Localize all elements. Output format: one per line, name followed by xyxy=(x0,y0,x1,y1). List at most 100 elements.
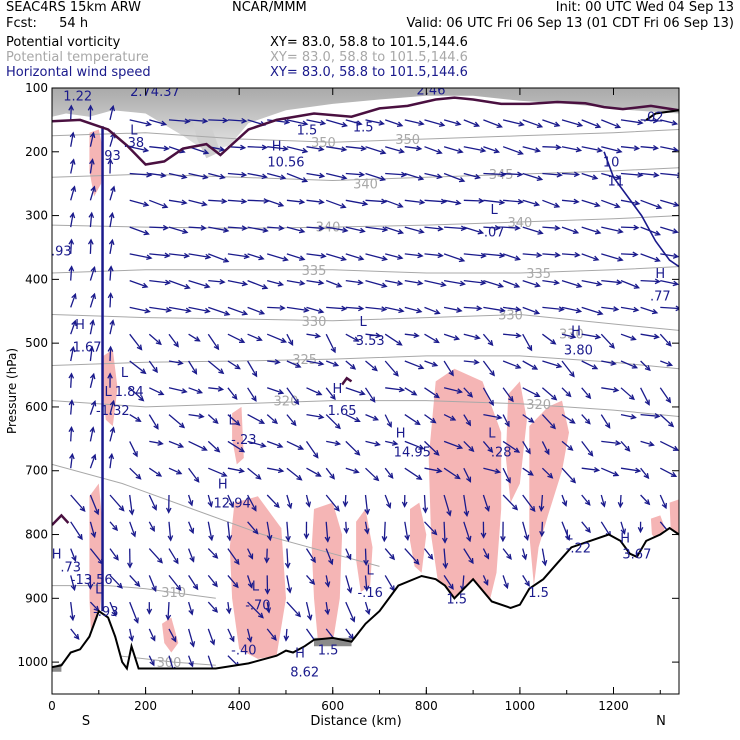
wind-vector-shaft xyxy=(385,146,404,153)
wind-vector xyxy=(188,253,212,260)
wind-vector xyxy=(149,306,173,313)
wind-vector xyxy=(283,628,290,642)
wind-vector-shaft xyxy=(325,333,336,353)
wind-vector-head xyxy=(318,360,325,367)
wind-vector xyxy=(148,467,163,477)
wind-vector-shaft xyxy=(620,199,640,205)
wind-vector xyxy=(502,119,525,127)
wind-vector-shaft xyxy=(541,414,556,429)
wind-vector xyxy=(188,225,207,231)
wind-vector xyxy=(522,521,530,541)
wind-vector-head xyxy=(441,537,448,544)
wind-vector xyxy=(168,414,186,429)
theta-contour-label: 310 xyxy=(161,586,186,601)
wind-vector xyxy=(286,601,302,618)
wind-vector-head xyxy=(631,363,639,369)
wind-vector-shaft xyxy=(306,199,324,203)
wind-vector-head xyxy=(564,534,571,542)
wind-vector-shaft xyxy=(227,521,231,541)
wind-vector-shaft xyxy=(384,333,402,346)
wind-vector-head xyxy=(109,104,116,112)
wind-vector-head xyxy=(633,224,640,231)
wind-vector-head xyxy=(496,414,503,420)
wind-vector-head xyxy=(671,120,679,126)
wind-vector xyxy=(207,333,220,351)
wind-vector xyxy=(542,171,563,178)
field-name-wind: Horizontal wind speed xyxy=(6,65,151,80)
wind-vector xyxy=(463,467,472,483)
wind-vector-head xyxy=(113,554,119,561)
wind-vector-head xyxy=(68,104,74,111)
wind-vector-head xyxy=(318,172,326,179)
wind-vector-head xyxy=(312,452,319,459)
wind-vector-shaft xyxy=(404,333,419,337)
wind-vector-head xyxy=(188,609,194,616)
wind-vector xyxy=(659,387,672,404)
wind-vector-shaft xyxy=(247,494,257,511)
wind-vector-shaft xyxy=(364,387,376,403)
wind-vector-head xyxy=(171,636,177,643)
wind-vector-shaft xyxy=(109,239,114,255)
wind-vector xyxy=(384,226,405,235)
wind-vector-shaft xyxy=(326,253,346,261)
wind-vector-head xyxy=(389,554,396,561)
wind-vector-shaft xyxy=(129,414,141,422)
wind-vector-shaft xyxy=(129,146,148,152)
wind-vector-head xyxy=(144,307,151,314)
theta-contour xyxy=(52,266,679,274)
wind-vector-head xyxy=(537,229,544,235)
wind-vector xyxy=(148,628,156,642)
wind-vector-shaft xyxy=(541,441,550,455)
wind-vector-head xyxy=(594,229,602,235)
wind-vector xyxy=(463,226,485,235)
wind-vector-head xyxy=(369,396,376,403)
wind-vector-head xyxy=(231,393,238,401)
wind-vector-shaft xyxy=(89,267,96,281)
wind-vector xyxy=(207,414,219,424)
wind-vector xyxy=(601,360,617,366)
wind-vector-head xyxy=(261,144,268,151)
wind-vector-head xyxy=(142,146,150,153)
wind-vector-head xyxy=(340,255,347,262)
wind-vector-shaft xyxy=(89,320,94,335)
wind-vector-shaft xyxy=(365,119,384,125)
wind-vector-head xyxy=(133,617,139,624)
wind-vector-shaft xyxy=(483,119,502,128)
wind-vector-shaft xyxy=(424,119,445,127)
wind-vector xyxy=(70,521,83,541)
wind-vector-shaft xyxy=(660,172,679,176)
extremum-label: 1.22 xyxy=(63,90,92,105)
extremum-label: .07 xyxy=(484,226,505,241)
pv-shading-region xyxy=(89,129,104,197)
wind-vector-shaft xyxy=(404,226,424,233)
wind-vector-head xyxy=(484,505,490,513)
wind-vector-head xyxy=(458,176,466,183)
wind-vector-head xyxy=(229,636,235,643)
wind-vector-shaft xyxy=(188,172,208,179)
extremum-label: -13.56 xyxy=(71,573,113,588)
wind-vector-shaft xyxy=(502,575,509,589)
wind-vector-head xyxy=(584,499,591,506)
wind-vector-shaft xyxy=(620,333,636,341)
wind-vector-head xyxy=(459,280,466,287)
wind-vector xyxy=(149,252,171,259)
wind-vector-shaft xyxy=(207,440,220,453)
wind-vector-shaft xyxy=(581,521,591,533)
extremum-label: L xyxy=(130,123,138,138)
wind-vector-head xyxy=(353,336,360,342)
wind-vector-shaft xyxy=(188,226,206,229)
wind-vector-head xyxy=(356,120,363,126)
wind-vector-shaft xyxy=(660,279,678,285)
wind-vector xyxy=(385,146,405,154)
pv-shading-region xyxy=(529,400,569,586)
wind-vector-shaft xyxy=(306,467,321,477)
wind-vector-head xyxy=(277,442,284,449)
wind-vector xyxy=(345,145,367,152)
wind-vector xyxy=(502,440,521,453)
wind-vector-shaft xyxy=(227,548,240,565)
wind-vector-shaft xyxy=(404,172,424,180)
extremum-label: H xyxy=(620,532,630,547)
wind-vector xyxy=(601,386,620,393)
wind-vector xyxy=(463,305,483,312)
wind-vector-shaft xyxy=(364,575,368,591)
